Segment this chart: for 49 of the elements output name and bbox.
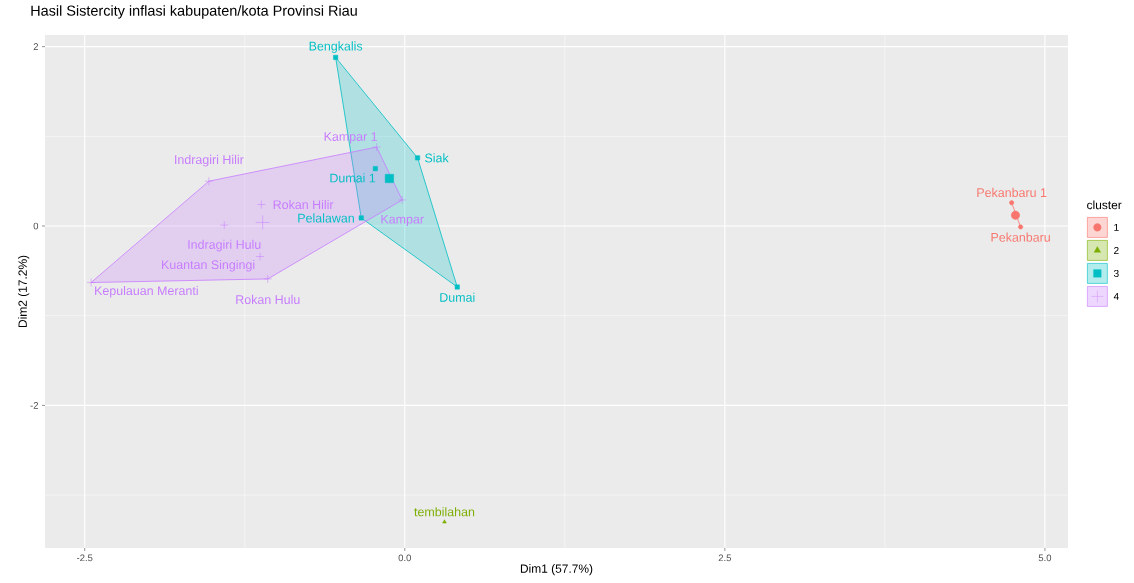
point: [257, 200, 266, 209]
point: [384, 174, 394, 183]
x-tick-label: -2.5: [76, 554, 93, 562]
point: [1009, 200, 1015, 206]
data-label: Kampar: [381, 214, 424, 227]
point: [454, 284, 460, 290]
data-label: Kepulauan Meranti: [95, 285, 198, 298]
data-label: Rokan Hulu: [236, 294, 300, 305]
data-label: Dumai 1: [330, 173, 376, 183]
legend-label: 2: [1114, 246, 1119, 254]
point: [333, 54, 339, 60]
point: [86, 278, 96, 287]
x-tick-label: 2.5: [718, 554, 732, 562]
y-tick-label: -2: [30, 402, 39, 409]
y-tick-label: 2: [33, 43, 39, 50]
point: [263, 274, 273, 284]
point: [1018, 224, 1024, 230]
point: [255, 215, 270, 230]
data-label: Pekanbaru: [991, 232, 1050, 242]
x-tick-label: 5.0: [1038, 554, 1052, 562]
legend-label: 4: [1113, 292, 1119, 300]
point: [255, 252, 265, 261]
x-axis-title: Dim1 (57.7%): [520, 564, 593, 576]
data-label: tembilahan: [414, 507, 475, 517]
data-label: Pekanbaru 1: [977, 187, 1047, 198]
point: [204, 176, 214, 186]
point: [415, 155, 421, 161]
point: [442, 519, 447, 524]
chart-title: Hasil Sistercity inflasi kabupaten/kota Provinsi Riau: [31, 5, 357, 19]
point: [397, 195, 407, 205]
x-tick-label: 0.0: [398, 554, 411, 562]
data-label: Rokan Hilir: [273, 199, 334, 210]
point: [1011, 210, 1020, 220]
data-label: Kuantan Singingi: [162, 259, 255, 272]
point: [372, 142, 381, 152]
data-label: Indragiri Hilir: [175, 154, 244, 167]
data-label: Bengkalis: [309, 41, 363, 53]
data-label: Siak: [425, 153, 449, 163]
data-label: Indragiri Hulu: [188, 239, 261, 252]
point: [372, 166, 378, 172]
point: [220, 220, 229, 230]
data-label: Dumai: [440, 292, 475, 302]
legend-label: 1: [1114, 223, 1119, 231]
data-label: Pelalawan: [298, 213, 354, 223]
legend-label: 3: [1113, 269, 1119, 277]
point: [358, 215, 364, 221]
legend-title: cluster: [1087, 200, 1122, 210]
y-axis-title: Dim2 (17.2%): [18, 255, 30, 328]
y-tick-label: 0: [33, 222, 39, 230]
